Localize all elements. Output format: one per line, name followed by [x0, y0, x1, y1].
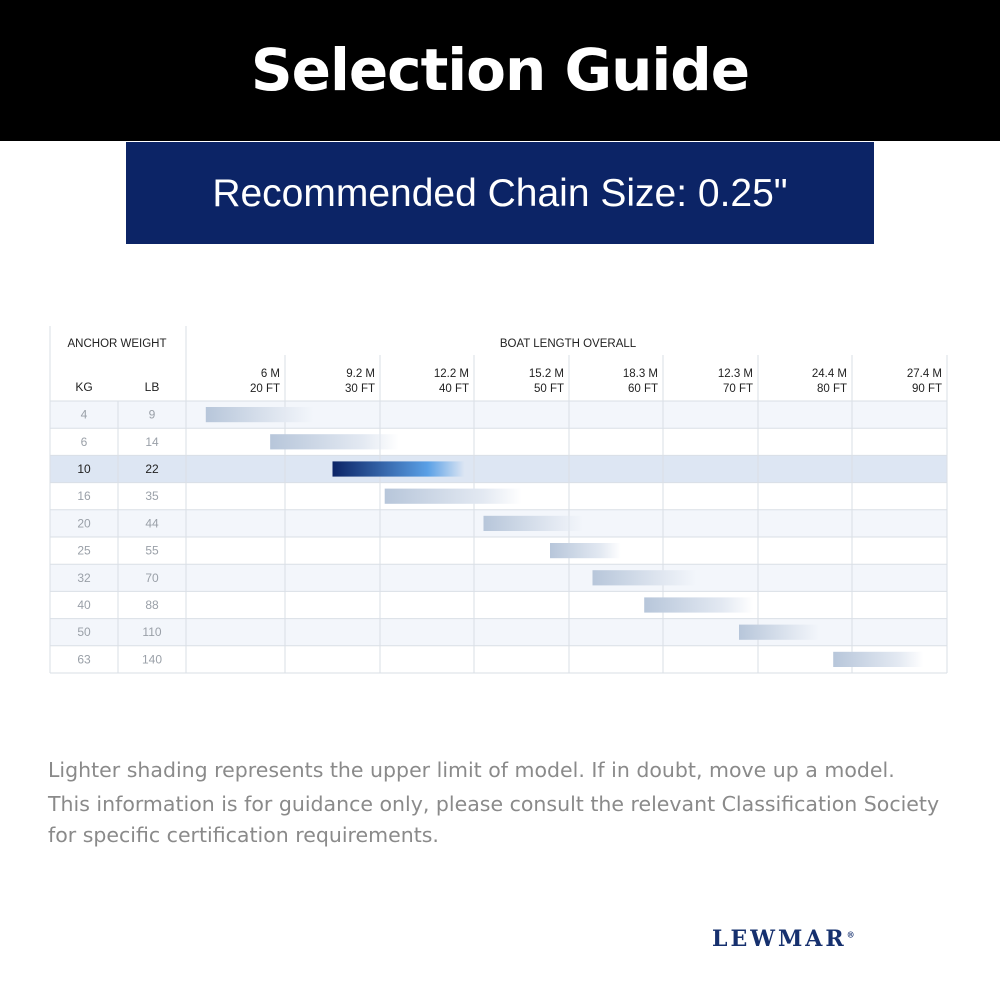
length-feet-label: 20 FT [250, 383, 280, 395]
title-bar: Selection Guide [0, 0, 1000, 141]
lewmar-logo: LEWMAR® [712, 926, 855, 952]
length-metres-label: 6 M [261, 368, 280, 380]
length-metres-label: 27.4 M [907, 368, 942, 380]
range-bar [205, 407, 314, 423]
length-metres-label: 12.3 M [718, 368, 753, 380]
range-bar [384, 488, 522, 504]
length-feet-label: 40 FT [439, 383, 469, 395]
registered-mark: ® [846, 929, 855, 940]
row-background [50, 401, 947, 429]
length-feet-label: 80 FT [817, 383, 847, 395]
anchor-weight-header: ANCHOR WEIGHT [67, 338, 166, 350]
chain-size-banner: Recommended Chain Size: 0.25" [126, 142, 874, 244]
lb-header: LB [145, 380, 160, 394]
chain-size-label: Recommended Chain Size: 0.25" [212, 172, 788, 215]
lb-value: 110 [142, 625, 161, 639]
kg-value: 6 [81, 435, 88, 449]
lb-value: 88 [145, 598, 159, 612]
kg-value: 4 [81, 408, 88, 422]
lb-value: 14 [145, 435, 159, 449]
length-feet-label: 70 FT [723, 383, 753, 395]
kg-value: 63 [77, 652, 91, 666]
range-bar [644, 597, 754, 613]
footnote-shading: Lighter shading represents the upper lim… [48, 758, 895, 782]
length-metres-label: 18.3 M [623, 368, 658, 380]
length-feet-label: 60 FT [628, 383, 658, 395]
row-background [50, 564, 947, 592]
range-bar [270, 434, 399, 450]
lb-value: 9 [149, 408, 156, 422]
lb-value: 70 [145, 571, 159, 585]
row-background [50, 455, 947, 483]
kg-value: 32 [77, 571, 91, 585]
range-bar [550, 543, 621, 559]
brand-name: LEWMAR [712, 926, 847, 952]
kg-value: 25 [77, 544, 91, 558]
kg-value: 20 [77, 516, 91, 530]
lb-value: 55 [145, 544, 159, 558]
range-bar [833, 651, 924, 667]
boat-length-header: BOAT LENGTH OVERALL [500, 338, 637, 350]
length-feet-label: 50 FT [534, 383, 564, 395]
kg-value: 10 [77, 462, 91, 476]
length-feet-label: 30 FT [345, 383, 375, 395]
kg-header: KG [75, 380, 92, 394]
footnote-guidance: This information is for guidance only, p… [48, 792, 940, 847]
length-metres-label: 12.2 M [434, 368, 469, 380]
kg-value: 40 [77, 598, 91, 612]
length-metres-label: 24.4 M [812, 368, 847, 380]
range-bar [739, 624, 820, 640]
length-feet-label: 90 FT [912, 383, 942, 395]
range-bar [483, 515, 584, 531]
page-title: Selection Guide [250, 35, 750, 104]
range-bar-recommended [332, 461, 465, 477]
lb-value: 44 [145, 516, 159, 530]
kg-value: 50 [77, 625, 91, 639]
lb-value: 140 [142, 652, 162, 666]
length-metres-label: 9.2 M [346, 368, 375, 380]
range-bar [592, 570, 697, 586]
kg-value: 16 [77, 489, 91, 503]
lb-value: 35 [145, 489, 159, 503]
length-metres-label: 15.2 M [529, 368, 564, 380]
lb-value: 22 [145, 462, 159, 476]
